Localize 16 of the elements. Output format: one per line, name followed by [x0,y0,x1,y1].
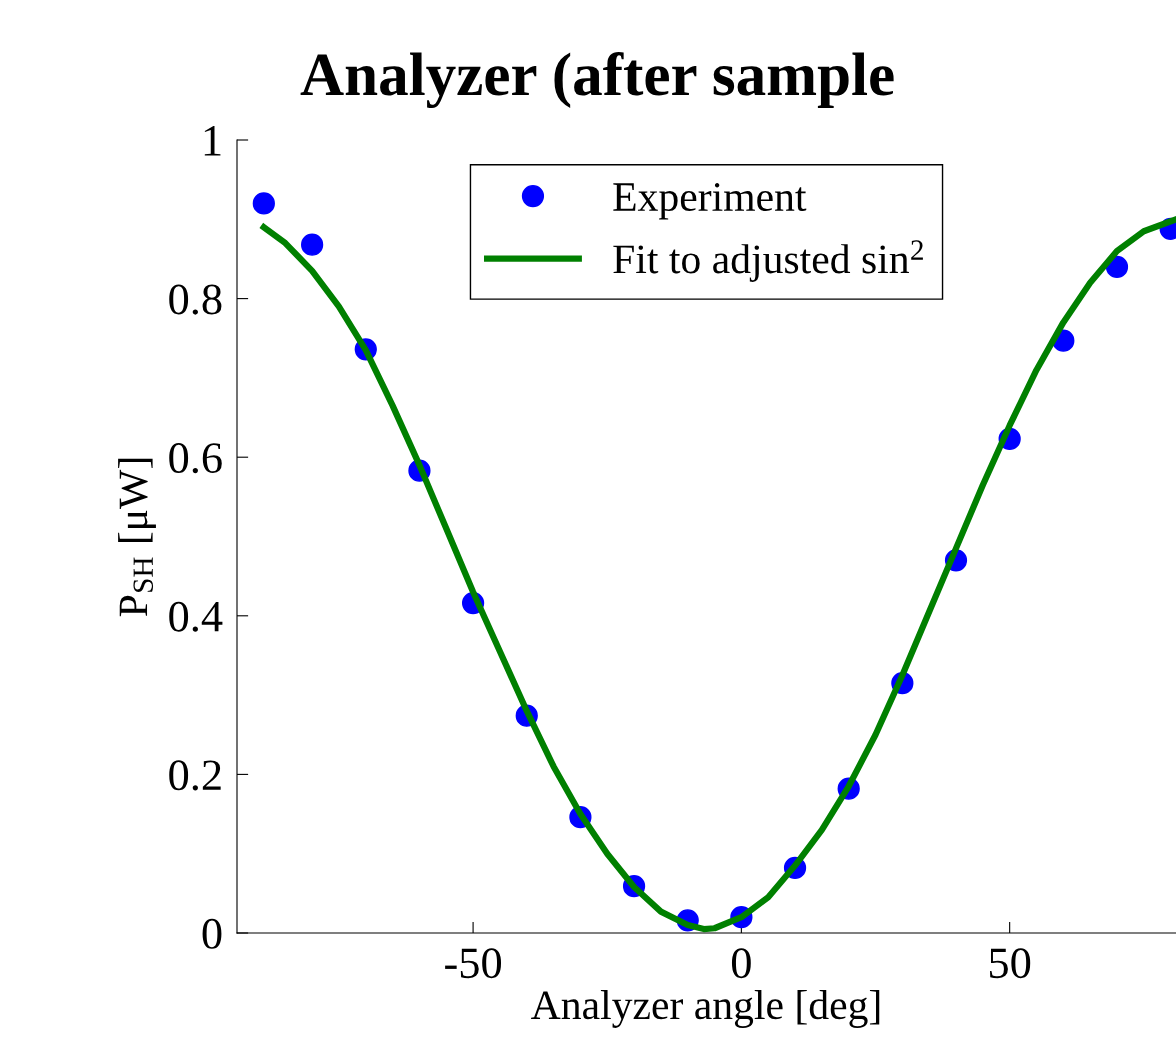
y-tick-label: 0 [202,918,222,949]
y-tick-label: 0.8 [169,284,222,315]
point [301,233,324,256]
legend-label: Experiment [613,183,807,220]
y-tick-label: 1 [204,126,221,156]
y-axis-title: P$_{SH}$ [μW] [118,458,156,617]
y-tick-label: 0.2 [169,760,221,791]
point [252,192,275,215]
chart-title: Analyzer (after sample [300,51,894,109]
x-tick-label: -50 [445,948,502,979]
y-tick-label: 0.6 [169,443,222,474]
x-tick-label: 0 [731,948,751,979]
x-axis-title: Analyzer angle [deg] [531,989,880,1028]
y-tick-label: 0.4 [169,601,223,632]
legend-label: Fit to adjusted sin$^{2}$ [613,240,923,282]
x-tick-label: 50 [990,948,1031,979]
